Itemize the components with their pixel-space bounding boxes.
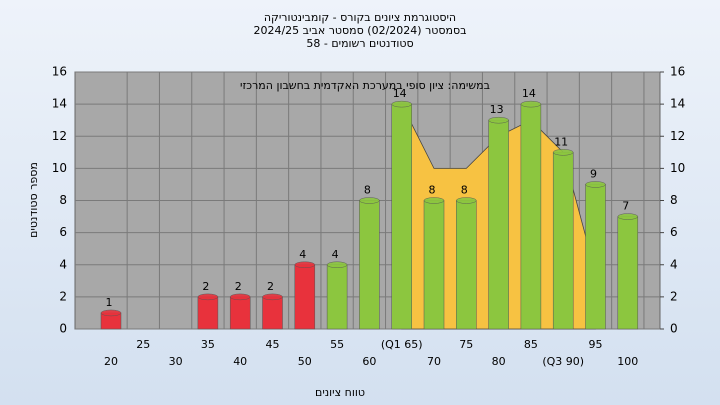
annotation: במשימה: ציון סופי במערכת האקדמית בחשבון … (240, 79, 490, 92)
y-tick-label: 16 (52, 65, 67, 79)
bar-top (197, 293, 219, 301)
y2-tick-label: 6 (670, 225, 678, 239)
y-axis-label: מספר סטודנטים (27, 162, 40, 238)
bar-top (100, 309, 122, 317)
y2-tick-label: 16 (670, 65, 685, 79)
y-tick-label: 0 (59, 322, 67, 336)
bar-top (359, 197, 380, 204)
x-tick-label: 45 (266, 338, 280, 351)
data-label: 14 (393, 87, 407, 100)
data-label: 9 (590, 167, 597, 180)
data-label: 14 (522, 87, 536, 100)
data-label: 13 (490, 103, 504, 116)
x-tick-label: 55 (330, 338, 344, 351)
bar (617, 216, 639, 330)
data-label: 1 (106, 296, 113, 309)
bar (262, 296, 283, 330)
bar-top (520, 100, 542, 108)
data-label: 2 (267, 280, 274, 293)
data-label: 8 (461, 184, 468, 197)
x-tick-label: 95 (589, 338, 603, 351)
chart-subtitle: סטודנטים רשומים - 58 (306, 37, 413, 50)
bar (552, 152, 574, 330)
data-label: 7 (622, 200, 629, 213)
y2-tick-label: 4 (670, 257, 678, 271)
bar-top (488, 116, 509, 124)
y-tick-label: 4 (59, 257, 67, 271)
y-tick-label: 14 (52, 97, 67, 111)
bar (488, 119, 509, 330)
y-tick-label: 12 (52, 129, 67, 143)
bar-top (552, 149, 574, 156)
bar (456, 200, 477, 330)
bar-top (294, 261, 316, 268)
bar (423, 200, 445, 330)
x-tick-label: 70 (427, 355, 441, 368)
bar-top (326, 261, 348, 268)
bar-top (423, 197, 445, 204)
y-tick-label: 6 (59, 225, 67, 239)
x-tick-label: (Q3 90) (542, 355, 584, 368)
bar (520, 103, 542, 330)
data-label: 11 (554, 135, 568, 148)
data-label: 2 (235, 280, 242, 293)
data-label: 8 (429, 184, 436, 197)
y-tick-label: 10 (52, 161, 67, 175)
x-tick-label: 85 (524, 338, 538, 351)
bar (197, 296, 219, 330)
bar-top (617, 213, 639, 220)
x-tick-label: 80 (492, 355, 506, 368)
chart-subtitle: בסמסטר (02/2024) סמסטר אביב 2024/25 (253, 24, 466, 37)
bar-top (262, 293, 283, 301)
x-tick-label: 60 (362, 355, 376, 368)
x-tick-label: 75 (459, 338, 473, 351)
y2-tick-label: 10 (670, 161, 685, 175)
data-label: 4 (299, 248, 306, 261)
x-tick-label: 20 (104, 355, 118, 368)
x-tick-label: 100 (617, 355, 638, 368)
bar-top (585, 181, 606, 188)
bar (294, 264, 316, 330)
bar (326, 264, 348, 330)
y2-tick-label: 14 (670, 97, 685, 111)
x-tick-label: 50 (298, 355, 312, 368)
bar-top (229, 293, 251, 301)
data-label: 2 (202, 280, 209, 293)
y-tick-label: 2 (59, 289, 67, 303)
x-tick-label: 25 (136, 338, 150, 351)
bar (585, 184, 606, 330)
y2-tick-label: 12 (670, 129, 685, 143)
bar (229, 296, 251, 330)
bar-top (391, 100, 412, 108)
data-label: 8 (364, 184, 371, 197)
bar-top (456, 197, 477, 204)
y2-tick-label: 2 (670, 289, 678, 303)
plot: 0 2 4 6 8 10 12 14 16 0 2 4 6 8 10 12 14 16 1 20 25 30 2 35 2 40 2… (52, 65, 686, 369)
chart-title: היסטוגרמת ציונים בקורס - קומבינטוריקה (264, 11, 456, 24)
x-tick-label: 30 (169, 355, 183, 368)
data-label: 4 (332, 248, 339, 261)
x-tick-label: (Q1 65) (381, 338, 423, 351)
bar (359, 200, 380, 330)
y-tick-label: 8 (59, 193, 67, 207)
x-tick-label: 40 (233, 355, 247, 368)
x-tick-label: 35 (201, 338, 215, 351)
y2-tick-label: 0 (670, 322, 678, 336)
x-axis-label: טווח ציונים (315, 386, 365, 399)
bar (391, 103, 412, 330)
y2-tick-label: 8 (670, 193, 678, 207)
